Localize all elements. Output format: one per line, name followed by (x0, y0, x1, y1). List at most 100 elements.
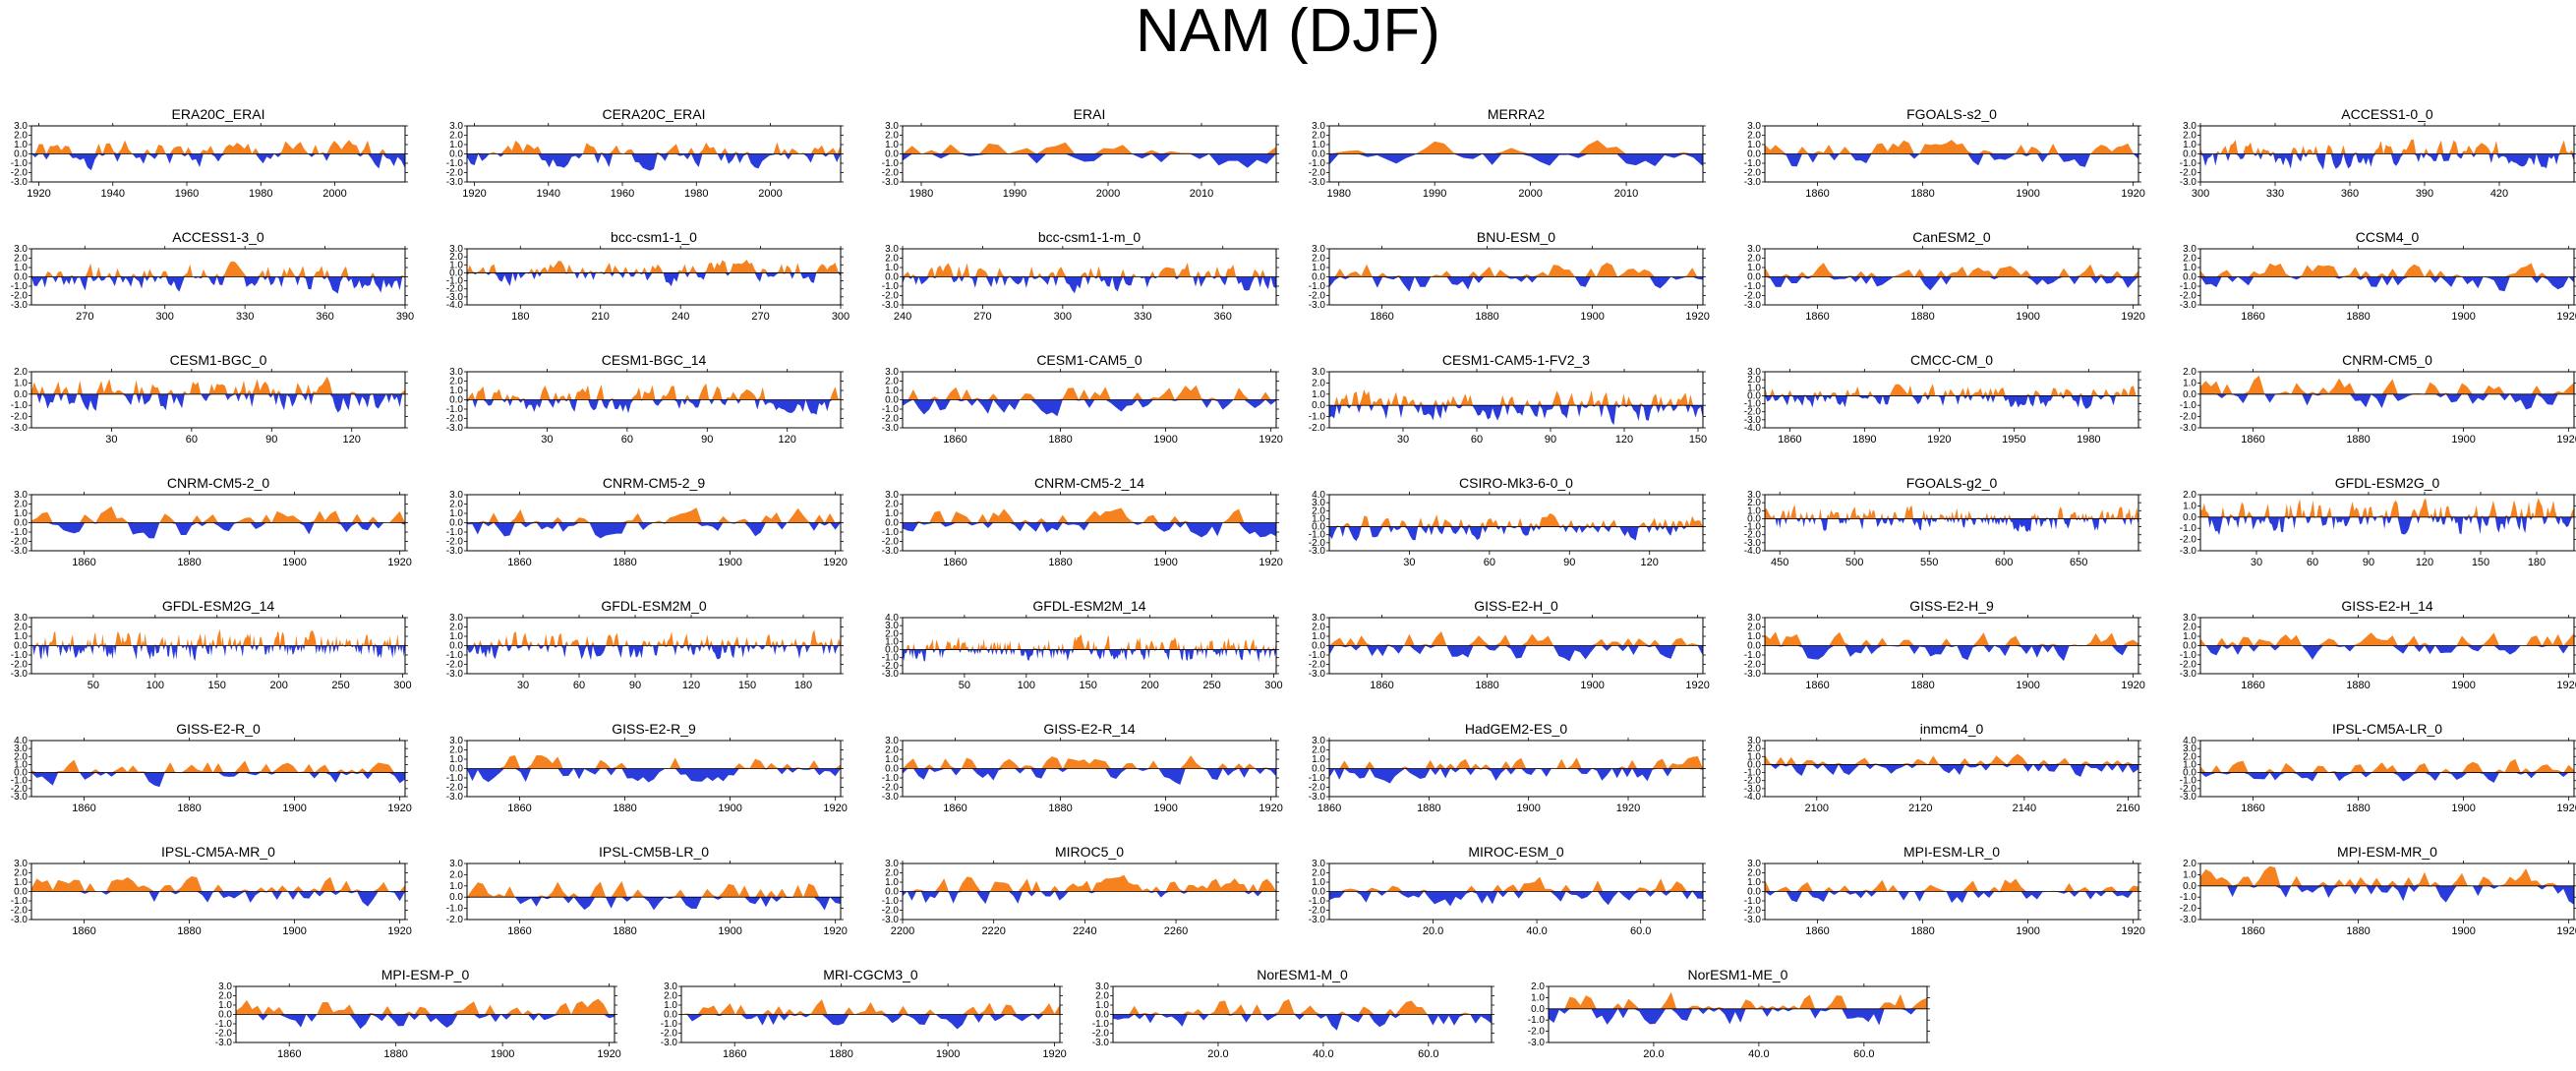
negative-area (903, 522, 1276, 538)
chart-svg: bcc-csm1-1-m_0 3.02.01.00.0-1.0-2.0-3.024… (882, 229, 1279, 323)
y-tick-label: 3.0 (1312, 498, 1325, 508)
negative-area (31, 772, 405, 788)
y-tick-label: 0.0 (1747, 513, 1761, 524)
y-tick-label: -2.0 (446, 537, 464, 548)
y-tick-label: 2.0 (1747, 868, 1761, 879)
negative-area (2200, 516, 2574, 536)
x-tick-label: 1920 (2121, 311, 2144, 323)
panel-title: IPSL-CM5B-LR_0 (599, 844, 709, 860)
y-tick-label: -3.0 (1744, 669, 1762, 680)
x-tick-label: 1900 (2016, 311, 2039, 323)
x-tick-label: 1900 (718, 925, 741, 937)
y-tick-label: 2.0 (449, 745, 463, 756)
chart-svg: CESM1-CAM5_0 3.02.01.00.0-1.0-2.0-3.0 1860… (882, 352, 1283, 446)
x-tick-label: 150 (738, 680, 756, 691)
x-tick-label: 60 (621, 434, 633, 446)
y-tick-label: 3.0 (885, 859, 899, 869)
y-tick-label: -3.0 (2180, 177, 2197, 188)
y-tick-label: 2.0 (14, 751, 28, 762)
positive-area (2200, 632, 2574, 646)
y-tick-label: 3.0 (1312, 121, 1325, 132)
x-tick-label: 1900 (282, 803, 306, 814)
x-tick-label: 1880 (829, 1048, 852, 1060)
y-tick-label: -3.0 (446, 423, 464, 434)
y-tick-label: -2.0 (1744, 906, 1762, 917)
x-tick-label: 1860 (943, 557, 966, 568)
x-tick-label: 2000 (322, 188, 346, 200)
positive-area (2200, 139, 2574, 154)
panel-cera20c-erai: CERA20C_ERAI 3.0 2.0 1.0 0.0 -1.0 -2.0 -3.0 1920… (436, 104, 852, 206)
y-tick-label: 2.0 (885, 377, 899, 387)
panel-title: inmcm4_0 (1920, 721, 1984, 737)
y-tick-label: -3.0 (2180, 546, 2197, 557)
y-tick-label: 1.0 (14, 508, 28, 519)
panel-era20c-erai: ERA20C_ERAI 3.0 2.0 1.0 0.0 -1.0 -2.0 -3.0 1920 1… (0, 104, 417, 206)
y-tick-label: -1.0 (446, 527, 464, 538)
y-tick-label: -2.0 (2180, 660, 2197, 671)
y-tick-label: -4.0 (1744, 423, 1762, 434)
x-tick-label: 1880 (2346, 311, 2370, 323)
x-tick-label: 150 (208, 680, 226, 691)
x-tick-label: 1920 (387, 557, 411, 568)
x-tick-label: 1860 (723, 1048, 746, 1060)
y-tick-label: 0.0 (14, 887, 28, 898)
y-tick-label: 3.0 (14, 859, 28, 869)
x-tick-label: 1900 (1153, 803, 1177, 814)
negative-area (1329, 153, 1703, 167)
x-tick-label: 1920 (1685, 680, 1709, 691)
x-tick-label: 1900 (936, 1048, 960, 1060)
panel-erai: ERAI 3.0 2.0 1.0 0.0 -1.0 -2.0 -3.0 1980 1990 2000… (871, 104, 1288, 206)
x-tick-label: 1920 (1259, 557, 1282, 568)
y-tick-label: -2.0 (11, 537, 29, 548)
positive-area (467, 754, 841, 769)
positive-area (903, 634, 1276, 650)
positive-area (1765, 878, 2138, 892)
x-tick-label: 120 (1615, 434, 1633, 446)
positive-area (1549, 991, 1927, 1009)
y-tick-label: -3.0 (11, 792, 29, 803)
x-tick-label: 1900 (1153, 434, 1177, 446)
y-tick-label: 2.0 (218, 991, 232, 1002)
y-tick-label: -3.0 (1744, 538, 1762, 549)
positive-area (903, 142, 1276, 154)
panel-title: bcc-csm1-1_0 (611, 229, 697, 245)
y-tick-label: -3.0 (1528, 1038, 1546, 1048)
x-tick-label: 1900 (2016, 680, 2039, 691)
negative-area (236, 1014, 615, 1030)
y-tick-label: 3.0 (449, 613, 463, 624)
y-tick-label: 2.0 (2183, 131, 2196, 142)
positive-area (1765, 631, 2138, 646)
positive-area (2200, 758, 2574, 773)
x-tick-label: 1900 (2016, 925, 2039, 937)
positive-area (31, 628, 405, 646)
chart-svg: CESM1-BGC_14 3.02.01.00.0-1.0-2.0-3.0 30 60… (446, 352, 844, 446)
y-tick-label: 3.0 (1747, 736, 1761, 746)
y-tick-label: -1.0 (215, 1019, 233, 1030)
y-tick-label: -2.0 (1309, 423, 1326, 434)
positive-area (31, 376, 405, 394)
y-tick-label: 2.0 (885, 254, 899, 265)
x-tick-label: 120 (682, 680, 700, 691)
y-tick-label: -2.0 (1528, 1027, 1546, 1038)
y-tick-label: 0.0 (1312, 272, 1325, 283)
y-tick-label: 0.0 (1747, 272, 1761, 283)
panel-canesm2-0: CanESM2_0 3.0 2.0 1.0 0.0 -1.0 -2.0 -3.0 1860 188… (1733, 227, 2150, 328)
y-tick-label: -3.0 (446, 546, 464, 557)
negative-area (31, 522, 405, 539)
y-tick-label: -1.0 (11, 281, 29, 292)
chart-svg: GISS-E2-R_14 3.02.01.00.0-1.0-2.0-3.0 1860… (882, 721, 1283, 814)
positive-area (31, 876, 405, 892)
x-tick-label: 1960 (611, 188, 634, 200)
negative-area (1765, 764, 2138, 777)
x-tick-label: 2200 (891, 925, 914, 937)
positive-area (903, 507, 1276, 523)
panel-title: MIROC-ESM_0 (1468, 844, 1563, 860)
panel-title: ACCESS1-3_0 (172, 229, 264, 245)
y-tick-label: 1.0 (1095, 1000, 1109, 1011)
y-tick-label: 2.0 (1312, 506, 1325, 516)
y-tick-label: -3.0 (1744, 784, 1762, 795)
x-tick-label: 1880 (1910, 188, 1934, 200)
x-tick-label: 1880 (383, 1048, 407, 1060)
x-tick-label: 1920 (1259, 434, 1282, 446)
